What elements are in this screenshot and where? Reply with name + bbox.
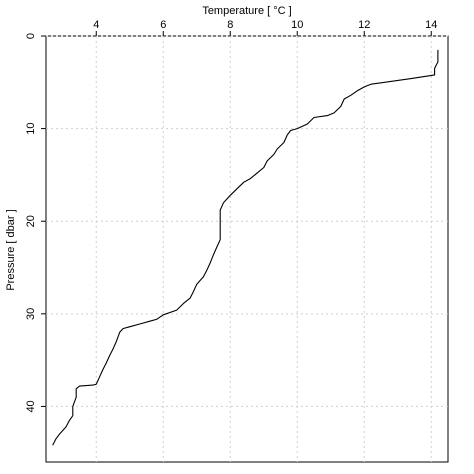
y-axis-label: Pressure [ dbar ]: [5, 209, 17, 290]
x-tick-label: 10: [291, 19, 303, 31]
y-tick-label: 0: [25, 33, 37, 39]
y-axis: 0 10 20 30 40: [25, 33, 46, 413]
grid: [46, 35, 448, 462]
x-tick-label: 8: [227, 19, 233, 31]
plot-frame: [45, 35, 449, 463]
x-axis-label: Temperature [ °C ]: [202, 5, 291, 17]
y-tick-label: 40: [25, 400, 37, 412]
x-tick-label: 4: [93, 19, 99, 31]
series-group: [52, 49, 439, 446]
x-tick-label: 14: [425, 19, 437, 31]
x-axis: 4 6 8 10 12 14: [93, 19, 437, 36]
x-tick-label: 12: [358, 19, 370, 31]
y-tick-label: 30: [25, 308, 37, 320]
y-tick-label: 10: [25, 122, 37, 134]
temperature-profile-line: [52, 49, 439, 446]
y-tick-label: 20: [25, 215, 37, 227]
x-tick-label: 6: [160, 19, 166, 31]
